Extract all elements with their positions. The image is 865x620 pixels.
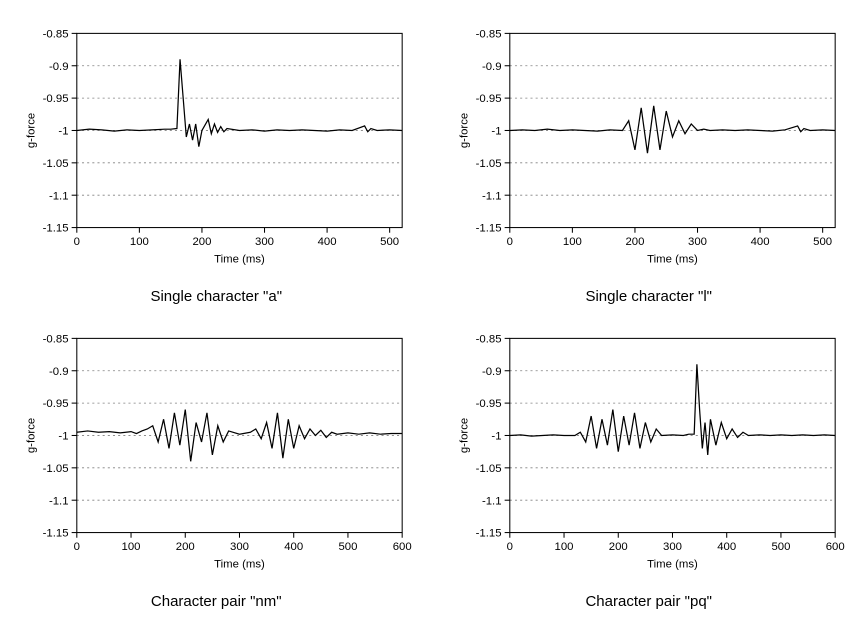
svg-text:0: 0 — [74, 541, 80, 553]
svg-text:100: 100 — [554, 541, 573, 553]
svg-text:400: 400 — [717, 541, 736, 553]
panel-chart-a: 0 100 200 300 400 500 -1.15 -1.1 -1.05 -1 -0.95 -0.… — [20, 10, 413, 305]
svg-text:-1.05: -1.05 — [43, 158, 69, 170]
svg-text:500: 500 — [771, 541, 790, 553]
svg-text:g-force: g-force — [458, 418, 470, 453]
svg-text:g-force: g-force — [458, 113, 470, 148]
svg-text:-1.15: -1.15 — [475, 528, 501, 540]
panel-chart-l: 0 100 200 300 400 500 -1.15 -1.1 -1.05 -1 -0.95 -0.… — [453, 10, 846, 305]
svg-text:600: 600 — [825, 541, 844, 553]
svg-text:-0.9: -0.9 — [49, 61, 69, 73]
svg-text:-1: -1 — [58, 431, 68, 443]
svg-text:-0.85: -0.85 — [43, 29, 69, 41]
svg-text:-1.1: -1.1 — [49, 495, 69, 507]
svg-text:-1.15: -1.15 — [43, 528, 69, 540]
svg-text:-0.9: -0.9 — [481, 61, 501, 73]
plot-wrap: 0 100 200 300 400 500 600 -1.15 -1.1 -1.05 -1 -0.95… — [20, 315, 413, 589]
svg-text:300: 300 — [688, 236, 707, 248]
svg-text:-1.05: -1.05 — [43, 463, 69, 475]
svg-text:-1.05: -1.05 — [475, 158, 501, 170]
caption-nm: Character pair "nm" — [151, 593, 282, 610]
svg-text:500: 500 — [813, 236, 832, 248]
svg-text:200: 200 — [625, 236, 644, 248]
svg-text:Time (ms): Time (ms) — [647, 254, 698, 266]
svg-text:200: 200 — [176, 541, 195, 553]
svg-text:-1.1: -1.1 — [481, 190, 501, 202]
svg-text:Time (ms): Time (ms) — [214, 559, 265, 571]
plot-svg-a: 0 100 200 300 400 500 -1.15 -1.1 -1.05 -1 -0.95 -0.… — [20, 10, 413, 284]
svg-text:500: 500 — [338, 541, 357, 553]
plot-svg-nm: 0 100 200 300 400 500 600 -1.15 -1.1 -1.05 -1 -0.95… — [20, 315, 413, 589]
panel-chart-nm: 0 100 200 300 400 500 600 -1.15 -1.1 -1.05 -1 -0.95… — [20, 315, 413, 610]
svg-text:-1.15: -1.15 — [43, 223, 69, 235]
svg-text:400: 400 — [750, 236, 769, 248]
svg-text:0: 0 — [74, 236, 80, 248]
plot-wrap: 0 100 200 300 400 500 -1.15 -1.1 -1.05 -1 -0.95 -0.… — [453, 10, 846, 284]
svg-text:-0.85: -0.85 — [475, 29, 501, 41]
svg-text:-0.85: -0.85 — [43, 334, 69, 346]
svg-text:g-force: g-force — [25, 113, 37, 148]
svg-text:Time (ms): Time (ms) — [647, 559, 698, 571]
svg-text:100: 100 — [122, 541, 141, 553]
caption-l: Single character "l" — [585, 288, 712, 305]
plot-svg-l: 0 100 200 300 400 500 -1.15 -1.1 -1.05 -1 -0.95 -0.… — [453, 10, 846, 284]
svg-text:-1: -1 — [491, 431, 501, 443]
svg-text:100: 100 — [562, 236, 581, 248]
svg-text:-0.85: -0.85 — [475, 334, 501, 346]
svg-text:-0.95: -0.95 — [475, 398, 501, 410]
svg-text:-0.95: -0.95 — [43, 398, 69, 410]
panel-chart-pq: 0 100 200 300 400 500 600 -1.15 -1.1 -1.05 -1 -0.95… — [453, 315, 846, 610]
plot-wrap: 0 100 200 300 400 500 -1.15 -1.1 -1.05 -1 -0.95 -0.… — [20, 10, 413, 284]
svg-text:-1.15: -1.15 — [475, 223, 501, 235]
plot-wrap: 0 100 200 300 400 500 600 -1.15 -1.1 -1.05 -1 -0.95… — [453, 315, 846, 589]
caption-pq: Character pair "pq" — [585, 593, 712, 610]
svg-text:600: 600 — [393, 541, 412, 553]
svg-text:Time (ms): Time (ms) — [214, 254, 265, 266]
svg-text:-1.1: -1.1 — [49, 190, 69, 202]
caption-a: Single character "a" — [150, 288, 282, 305]
svg-text:300: 300 — [255, 236, 274, 248]
plot-svg-pq: 0 100 200 300 400 500 600 -1.15 -1.1 -1.05 -1 -0.95… — [453, 315, 846, 589]
svg-text:400: 400 — [318, 236, 337, 248]
svg-text:0: 0 — [506, 541, 512, 553]
svg-text:300: 300 — [230, 541, 249, 553]
svg-text:-1.1: -1.1 — [481, 495, 501, 507]
svg-text:400: 400 — [284, 541, 303, 553]
svg-text:-0.9: -0.9 — [481, 366, 501, 378]
svg-text:-1: -1 — [491, 126, 501, 138]
svg-text:g-force: g-force — [25, 418, 37, 453]
svg-text:200: 200 — [608, 541, 627, 553]
svg-text:500: 500 — [380, 236, 399, 248]
svg-text:300: 300 — [663, 541, 682, 553]
svg-text:-0.95: -0.95 — [475, 93, 501, 105]
svg-text:-1.05: -1.05 — [475, 463, 501, 475]
svg-text:-1: -1 — [58, 126, 68, 138]
chart-grid: 0 100 200 300 400 500 -1.15 -1.1 -1.05 -1 -0.95 -0.… — [0, 0, 865, 620]
svg-text:200: 200 — [192, 236, 211, 248]
svg-text:0: 0 — [506, 236, 512, 248]
svg-text:-0.95: -0.95 — [43, 93, 69, 105]
svg-text:100: 100 — [130, 236, 149, 248]
svg-text:-0.9: -0.9 — [49, 366, 69, 378]
